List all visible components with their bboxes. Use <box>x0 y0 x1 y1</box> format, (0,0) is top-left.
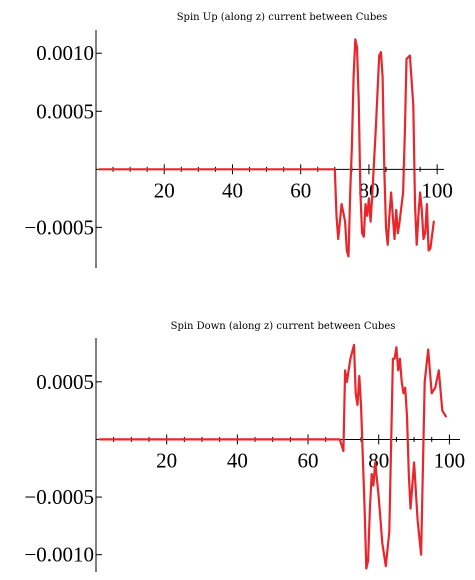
y-tick-label: 0.0005 <box>36 370 94 394</box>
spin-up-chart: Spin Up (along z) current between Cubes … <box>24 12 453 268</box>
y-tick-label: −0.0005 <box>24 215 94 239</box>
spin-down-chart: Spin Down (along z) current between Cube… <box>24 321 465 572</box>
x-tick-label: 80 <box>368 448 389 472</box>
y-tick-label: 0.0005 <box>36 99 94 123</box>
x-tick-label: 20 <box>156 448 177 472</box>
chart-1-y-ticks: 0.0010 0.0005 −0.0005 <box>24 41 102 239</box>
x-tick-label: 40 <box>222 178 243 202</box>
chart-2-series <box>98 343 447 570</box>
chart-2-axes <box>95 338 460 572</box>
series-line <box>98 343 447 570</box>
x-tick-label: 80 <box>358 178 379 202</box>
y-tick-label: −0.0005 <box>24 485 94 509</box>
x-tick-label: 60 <box>290 178 311 202</box>
chart-2-y-ticks: 0.0005 −0.0005 −0.0010 <box>24 370 102 567</box>
y-tick-label: 0.0010 <box>36 41 94 65</box>
series-line <box>98 38 435 258</box>
chart-1-series <box>98 38 435 258</box>
chart-2-x-ticks: 20 40 60 80 100 <box>113 434 466 472</box>
x-tick-label: 40 <box>227 448 248 472</box>
x-tick-label: 60 <box>298 448 319 472</box>
y-tick-label: −0.0010 <box>24 543 94 567</box>
chart-2-title: Spin Down (along z) current between Cube… <box>171 321 396 332</box>
x-tick-label: 100 <box>421 178 453 202</box>
x-tick-label: 20 <box>154 178 175 202</box>
chart-1-title: Spin Up (along z) current between Cubes <box>177 12 388 23</box>
x-tick-label: 100 <box>434 448 466 472</box>
chart-1-axes <box>95 30 444 268</box>
